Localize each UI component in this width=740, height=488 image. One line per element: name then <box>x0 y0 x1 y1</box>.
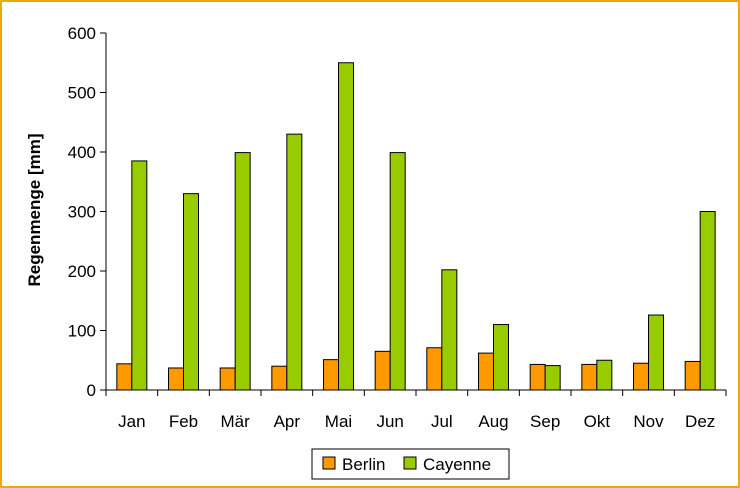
bar-berlin-okt <box>581 363 598 391</box>
bars-layer <box>116 62 716 391</box>
legend-label-cayenne: Cayenne <box>423 455 491 474</box>
bar-berlin-sep <box>529 363 546 391</box>
x-tick-label: Okt <box>584 412 611 431</box>
bar-berlin-aug <box>478 352 494 391</box>
y-tick-label: 300 <box>68 203 96 222</box>
bar-berlin-feb <box>168 367 184 391</box>
x-tick-label: Jul <box>431 412 453 431</box>
y-tick-label: 600 <box>68 24 96 43</box>
bar-berlin-jun <box>374 350 391 391</box>
x-tick-label: Apr <box>274 412 301 431</box>
bar-cayenne-sep <box>544 365 561 391</box>
x-tick-label: Jan <box>118 412 145 431</box>
x-tick-label: Mär <box>221 412 251 431</box>
bar-cayenne-jan <box>131 160 148 391</box>
bar-berlin-mär <box>219 367 236 391</box>
legend-box <box>311 448 510 480</box>
bar-berlin-jan <box>116 363 133 391</box>
legend: Berlin Cayenne <box>311 448 510 480</box>
x-tick-label: Feb <box>169 412 198 431</box>
bar-berlin-nov <box>633 362 649 391</box>
bar-cayenne-nov <box>648 314 664 391</box>
x-tick-label: Aug <box>478 412 508 431</box>
x-tick-label: Sep <box>530 412 560 431</box>
bar-cayenne-jul <box>441 269 458 391</box>
x-tick-label: Nov <box>633 412 664 431</box>
bar-cayenne-okt <box>596 359 613 391</box>
bar-cayenne-dez <box>699 211 716 391</box>
bar-cayenne-apr <box>286 133 303 391</box>
bar-cayenne-mär <box>234 152 251 391</box>
y-tick-label: 200 <box>68 262 96 281</box>
y-tick-label: 500 <box>68 84 96 103</box>
bar-cayenne-feb <box>183 193 199 391</box>
y-tick-label: 100 <box>68 322 96 341</box>
bar-berlin-jul <box>426 347 443 391</box>
x-tick-label: Dez <box>685 412 715 431</box>
bar-berlin-apr <box>271 365 288 391</box>
legend-swatch-berlin <box>322 456 336 470</box>
x-tick-label: Jun <box>376 412 403 431</box>
bar-cayenne-jun <box>389 152 406 391</box>
legend-swatch-cayenne <box>403 456 417 470</box>
y-tick-label: 400 <box>68 143 96 162</box>
y-tick-label: 0 <box>87 381 96 400</box>
legend-label-berlin: Berlin <box>342 455 385 474</box>
bar-cayenne-aug <box>493 324 509 391</box>
bar-cayenne-mai <box>338 62 354 391</box>
bar-berlin-dez <box>684 360 701 391</box>
y-ticks: 0 100 200 300 400 500 600 <box>68 24 106 400</box>
bar-berlin-mai <box>323 359 339 391</box>
x-tick-label: Mai <box>325 412 352 431</box>
x-ticks: Jan Feb Mär Apr Mai Jun Jul Aug Sep Okt Nov Dez <box>105 390 727 431</box>
y-axis-label: Regenmenge [mm] <box>25 133 44 286</box>
